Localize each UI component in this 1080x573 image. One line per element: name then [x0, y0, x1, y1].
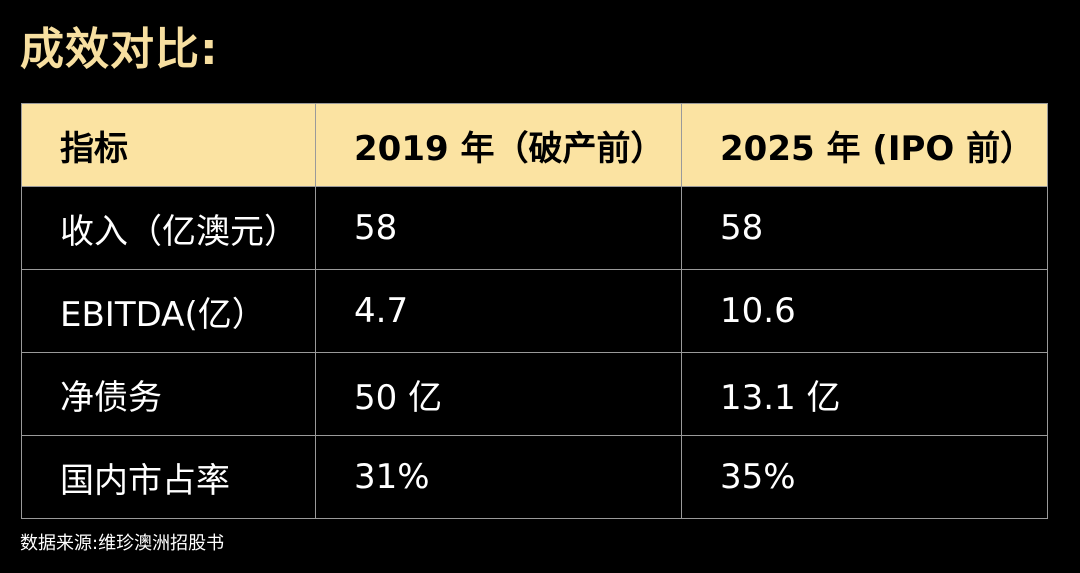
table-row: 净债务 50 亿 13.1 亿	[21, 352, 1048, 436]
table-row: 国内市占率 31% 35%	[21, 435, 1048, 519]
comparison-table-container: 指标 2019 年（破产前） 2025 年 (IPO 前） 收入（亿澳元） 58…	[21, 103, 1048, 519]
table-header-row: 指标 2019 年（破产前） 2025 年 (IPO 前）	[21, 103, 1048, 187]
cell-net-debt-2019: 50 亿	[315, 352, 682, 436]
page-title: 成效对比:	[20, 24, 219, 75]
cell-ebitda-2019: 4.7	[315, 269, 682, 353]
table-row: EBITDA(亿） 4.7 10.6	[21, 269, 1048, 353]
row-label-revenue: 收入（亿澳元）	[21, 186, 316, 270]
cell-revenue-2025: 58	[681, 186, 1048, 270]
comparison-table: 指标 2019 年（破产前） 2025 年 (IPO 前） 收入（亿澳元） 58…	[21, 103, 1048, 519]
header-metric: 指标	[21, 103, 316, 187]
row-label-ebitda: EBITDA(亿）	[21, 269, 316, 353]
table-row: 收入（亿澳元） 58 58	[21, 186, 1048, 270]
cell-market-share-2019: 31%	[315, 435, 682, 519]
cell-net-debt-2025: 13.1 亿	[681, 352, 1048, 436]
header-2019: 2019 年（破产前）	[315, 103, 682, 187]
row-label-market-share: 国内市占率	[21, 435, 316, 519]
source-note: 数据来源:维珍澳洲招股书	[20, 533, 225, 554]
row-label-net-debt: 净债务	[21, 352, 316, 436]
header-2025: 2025 年 (IPO 前）	[681, 103, 1048, 187]
cell-market-share-2025: 35%	[681, 435, 1048, 519]
cell-revenue-2019: 58	[315, 186, 682, 270]
cell-ebitda-2025: 10.6	[681, 269, 1048, 353]
